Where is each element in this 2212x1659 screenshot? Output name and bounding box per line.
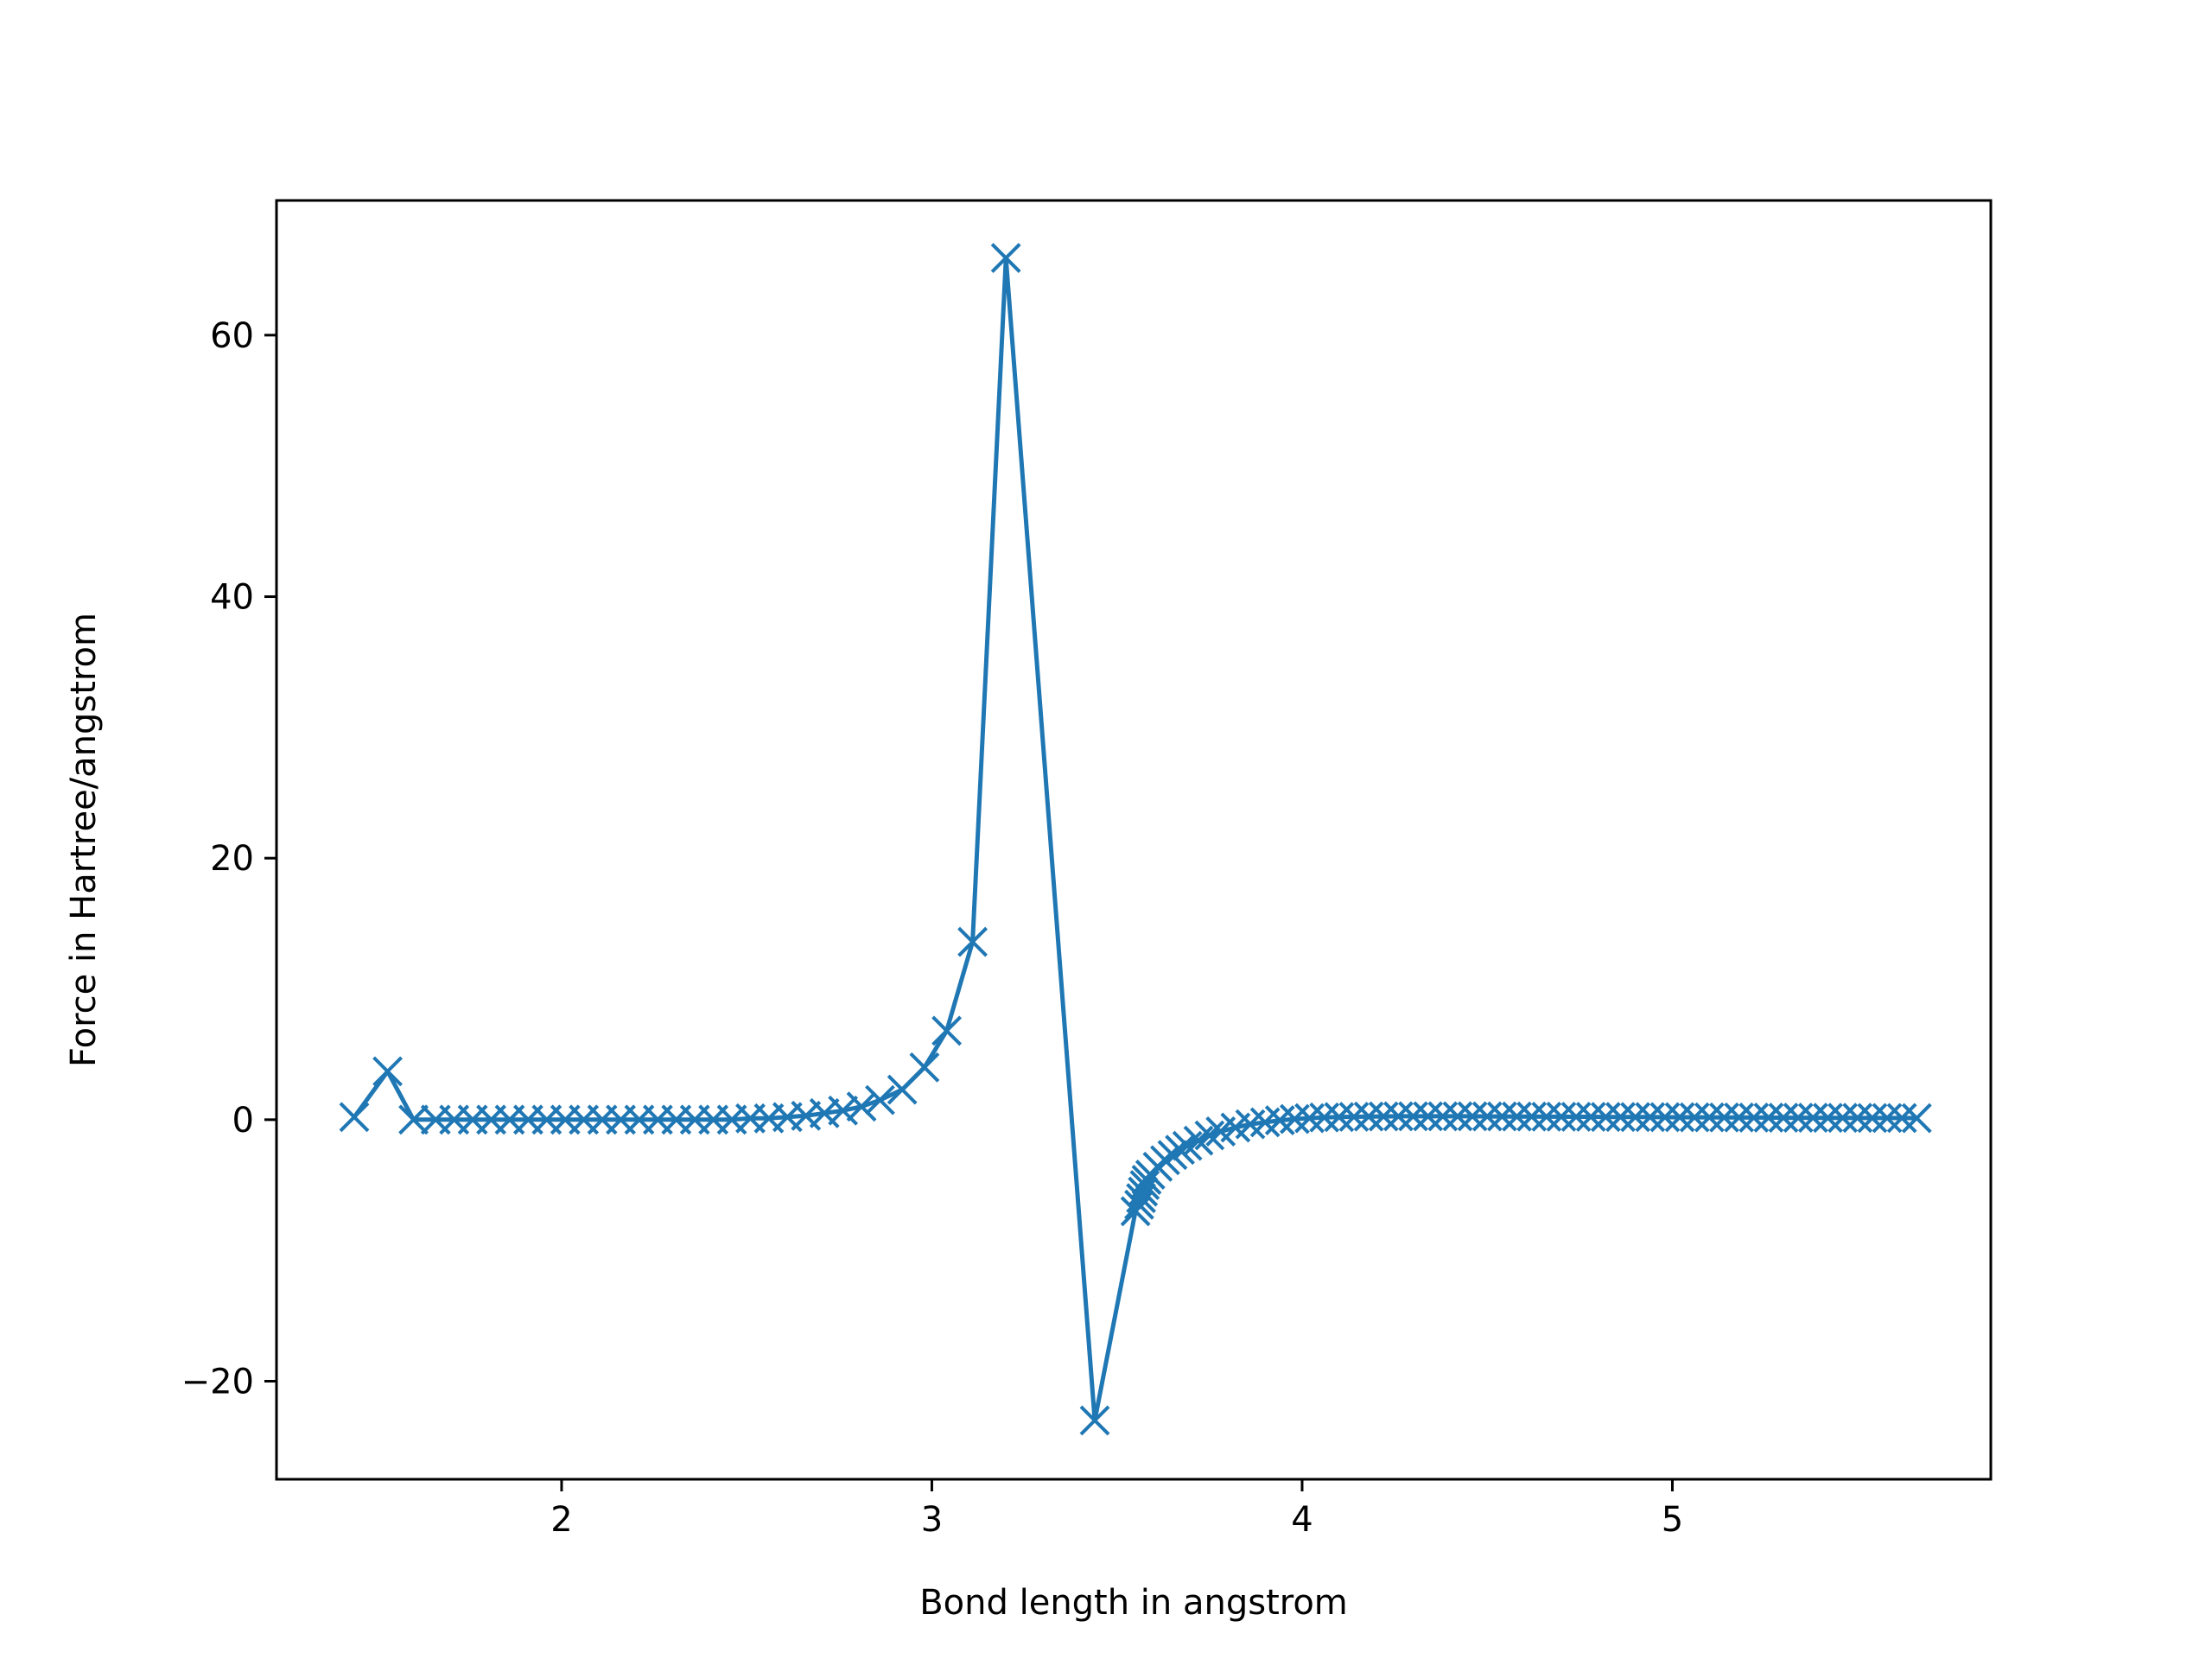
data-point-marker [1605,1102,1636,1133]
data-point-marker [1649,1102,1681,1133]
data-point-marker [1709,1102,1739,1133]
data-point-marker [1128,1176,1159,1207]
data-point-marker [1546,1101,1577,1132]
data-point-marker [1590,1102,1621,1133]
plot-area [339,243,1932,1436]
data-point-marker [339,1102,370,1133]
data-point-marker [1353,1101,1384,1132]
y-tick-label: 40 [210,578,254,618]
data-point-marker [1279,1103,1310,1135]
y-tick-label: −20 [181,1363,254,1402]
data-point-marker [1427,1101,1459,1132]
data-point-marker [372,1056,403,1087]
data-point-marker [1842,1103,1873,1134]
data-point-marker [957,926,988,957]
data-point-marker [1309,1102,1340,1133]
data-point-marker [1768,1103,1799,1133]
data-point-marker [1324,1102,1355,1133]
data-point-marker [1694,1102,1725,1133]
series-line [352,256,1917,1423]
data-point-marker [1813,1103,1843,1134]
data-point-marker [1486,1101,1517,1132]
data-point-marker [828,1095,859,1126]
data-point-marker [1783,1103,1814,1133]
data-point-marker [1079,1405,1110,1436]
data-point-marker [1368,1101,1399,1132]
data-point-marker [1502,1101,1532,1132]
data-point-marker [1413,1101,1444,1132]
y-axis-label: Force in Hartree/angstrom [64,613,104,1067]
data-point-marker [1338,1102,1370,1132]
axes-frame [275,199,1993,1481]
data-point-marker [1827,1103,1859,1134]
data-point-marker [1857,1103,1888,1134]
data-point-marker [1753,1103,1784,1133]
data-point-marker [1531,1101,1562,1132]
x-tick-label: 5 [1662,1500,1683,1540]
data-point-marker [398,1104,429,1135]
data-point-marker [1516,1101,1548,1132]
data-point-marker [1664,1102,1695,1133]
y-tick-label: 60 [210,316,254,356]
x-tick-label: 3 [921,1500,943,1540]
y-tick-label: 20 [210,839,254,879]
data-point-marker [1797,1103,1828,1133]
data-point-marker [909,1052,940,1083]
data-point-marker [1872,1103,1903,1134]
data-point-marker [1724,1102,1755,1133]
data-point-marker [791,1100,822,1131]
data-point-marker [1398,1101,1428,1132]
data-point-marker [846,1091,877,1122]
data-point-marker [1575,1102,1606,1132]
x-tick-label: 2 [550,1500,572,1540]
data-point-marker [1901,1103,1932,1134]
data-point-marker [1635,1102,1666,1133]
data-point-marker [1471,1101,1503,1132]
data-point-marker [1620,1102,1651,1133]
x-axis-label: Bond length in angstrom [919,1583,1348,1623]
data-point-marker [931,1015,963,1046]
x-tick-label: 4 [1291,1500,1313,1540]
data-point-marker [1679,1102,1710,1133]
data-point-marker [1194,1120,1225,1151]
data-point-marker [1165,1135,1195,1166]
data-point-marker [1442,1101,1473,1132]
data-point-marker [809,1097,840,1128]
data-point-marker [1560,1102,1592,1132]
data-point-marker [1457,1101,1488,1132]
data-point-marker [990,243,1021,273]
data-point-marker [865,1084,895,1116]
y-tick-label: 0 [232,1101,254,1141]
data-point-marker [1886,1103,1917,1134]
data-point-marker [1738,1103,1770,1133]
data-point-marker [1382,1101,1414,1132]
axis-ticks: 2 3 4 5 −20 0 20 40 60 [181,316,1684,1540]
data-point-marker [1294,1103,1325,1134]
